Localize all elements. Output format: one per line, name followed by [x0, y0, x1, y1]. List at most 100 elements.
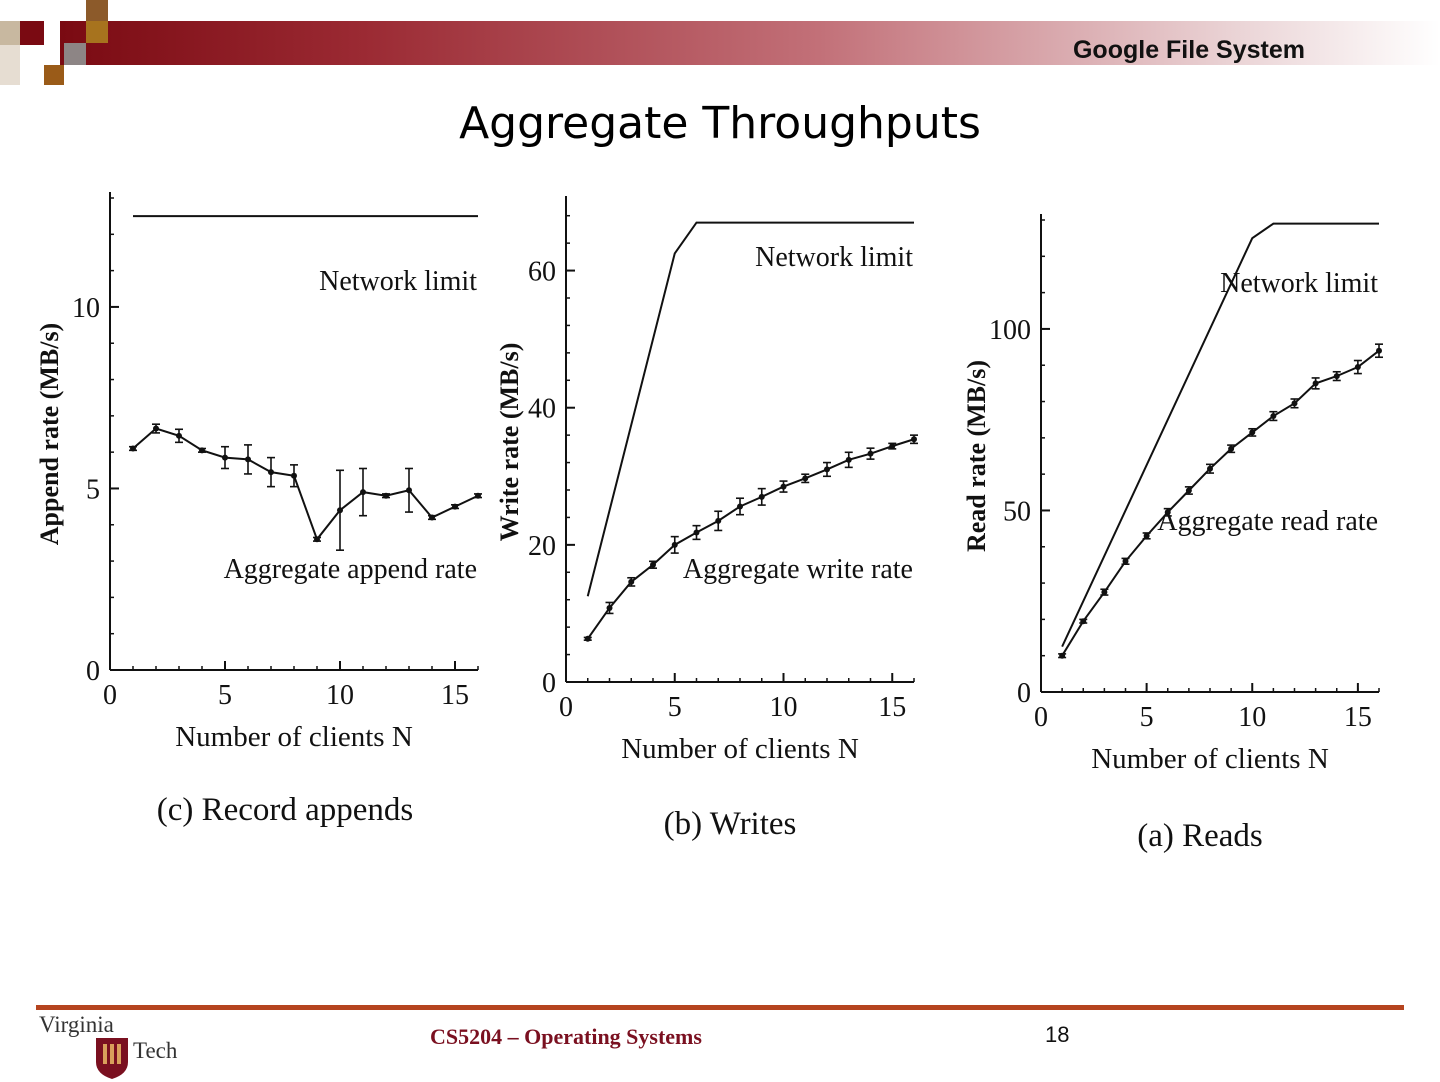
- aggregate-rate-line: [1061, 349, 1380, 657]
- data-point: [222, 454, 228, 461]
- header-band: [60, 21, 1440, 65]
- data-point: [845, 456, 852, 463]
- data-point: [584, 635, 591, 642]
- data-point: [130, 445, 136, 452]
- footer-divider: [36, 1005, 1404, 1010]
- x-axis-label: Number of clients N: [621, 733, 859, 765]
- read-chart-caption: (a) Reads: [1137, 818, 1263, 854]
- y-axis-label: Write rate (MB/s): [495, 343, 524, 542]
- data-point: [1059, 652, 1066, 659]
- data-point: [1270, 413, 1277, 420]
- x-axis-label: Number of clients N: [175, 721, 413, 753]
- data-point: [650, 561, 656, 568]
- data-point: [628, 578, 635, 585]
- data-point: [337, 507, 343, 514]
- data-point: [1249, 429, 1256, 436]
- logo-square-pale: [0, 45, 20, 85]
- data-point: [1101, 589, 1108, 596]
- data-point: [406, 487, 412, 494]
- data-point: [360, 489, 366, 496]
- data-point: [911, 436, 917, 443]
- data-point: [199, 447, 205, 454]
- data-point: [671, 541, 678, 548]
- y-tick-label: 0: [542, 668, 556, 699]
- network-limit-label: Network limit: [319, 266, 477, 297]
- data-point: [245, 456, 251, 463]
- append-chart: 0 5 10 15 0 5 10 Number of clients N Append rate…: [35, 192, 482, 753]
- data-point: [1080, 618, 1087, 625]
- data-point: [889, 443, 896, 450]
- data-point: [291, 472, 297, 479]
- y-tick-label: 60: [528, 257, 556, 288]
- read-chart: 0 5 10 15 0 50 100 Number of clients N Read rate…: [962, 214, 1383, 775]
- data-point: [452, 503, 458, 510]
- data-point: [1185, 487, 1192, 494]
- data-point: [606, 604, 613, 611]
- logo-square-light: [44, 0, 66, 21]
- append-chart-caption: (c) Record appends: [156, 792, 414, 828]
- logo-square-dark: [20, 21, 44, 45]
- y-tick-label: 5: [86, 474, 100, 505]
- data-point: [737, 503, 743, 510]
- aggregate-rate-label: Aggregate append rate: [224, 554, 477, 585]
- x-tick-label: 5: [218, 680, 232, 711]
- data-point: [693, 529, 700, 536]
- data-point: [1143, 532, 1150, 539]
- y-tick-label: 0: [1017, 678, 1031, 709]
- aggregate-rate-line: [132, 427, 479, 542]
- hokie-shield-icon: [96, 1038, 128, 1079]
- data-point: [1312, 380, 1319, 387]
- x-tick-label: 0: [103, 680, 117, 711]
- y-axis-label: Append rate (MB/s): [35, 323, 64, 545]
- data-point: [475, 492, 481, 499]
- x-tick-label: 10: [1238, 702, 1266, 733]
- data-point: [1164, 509, 1171, 516]
- network-limit-label: Network limit: [1220, 268, 1378, 299]
- x-tick-label: 10: [326, 680, 354, 711]
- data-point: [153, 425, 159, 432]
- data-point: [824, 466, 830, 473]
- data-point: [1376, 347, 1382, 354]
- data-point: [867, 450, 874, 457]
- aggregate-rate-label: Aggregate read rate: [1157, 506, 1378, 537]
- logo-square-orange: [44, 65, 64, 85]
- y-tick-label: 40: [528, 394, 556, 425]
- data-point: [314, 536, 320, 543]
- x-tick-label: 5: [668, 692, 682, 723]
- data-point: [429, 514, 435, 521]
- x-tick-label: 15: [1344, 702, 1372, 733]
- network-limit-line: [1061, 222, 1379, 648]
- x-tick-label: 15: [441, 680, 469, 711]
- data-point: [1354, 364, 1361, 371]
- x-tick-label: 5: [1140, 702, 1154, 733]
- x-tick-label: 15: [878, 692, 906, 723]
- data-point: [1333, 373, 1340, 380]
- data-point: [715, 517, 722, 524]
- data-point: [1207, 465, 1213, 472]
- aggregate-rate-line: [586, 438, 915, 640]
- logo-square-tan: [0, 21, 20, 45]
- data-point: [802, 475, 809, 482]
- footer-course-title: CS5204 – Operating Systems: [430, 1024, 702, 1049]
- logo-square-brown: [86, 0, 108, 21]
- data-point: [383, 492, 389, 499]
- y-tick-label: 50: [1003, 496, 1031, 527]
- y-tick-label: 0: [86, 656, 100, 687]
- data-point: [780, 483, 787, 490]
- x-axis-label: Number of clients N: [1091, 743, 1329, 775]
- write-chart: 0 5 10 15 0 20 40 60 Number of clients N Write ra…: [495, 196, 918, 765]
- virginia-tech-logo: Virginia Tech: [36, 1012, 196, 1082]
- data-point: [758, 493, 765, 500]
- write-chart-caption: (b) Writes: [663, 806, 797, 842]
- logo-text-virginia: Virginia: [39, 1012, 114, 1037]
- logo-square-grey: [64, 43, 86, 65]
- logo-square-gold: [86, 21, 108, 43]
- y-axis-label: Read rate (MB/s): [962, 360, 991, 552]
- logo-text-tech: Tech: [133, 1038, 178, 1063]
- aggregate-rate-label: Aggregate write rate: [683, 554, 913, 585]
- page-number: 18: [1045, 1022, 1070, 1047]
- data-point: [268, 469, 274, 476]
- data-point: [1291, 400, 1298, 407]
- network-limit-line: [586, 221, 914, 597]
- data-point: [176, 432, 182, 439]
